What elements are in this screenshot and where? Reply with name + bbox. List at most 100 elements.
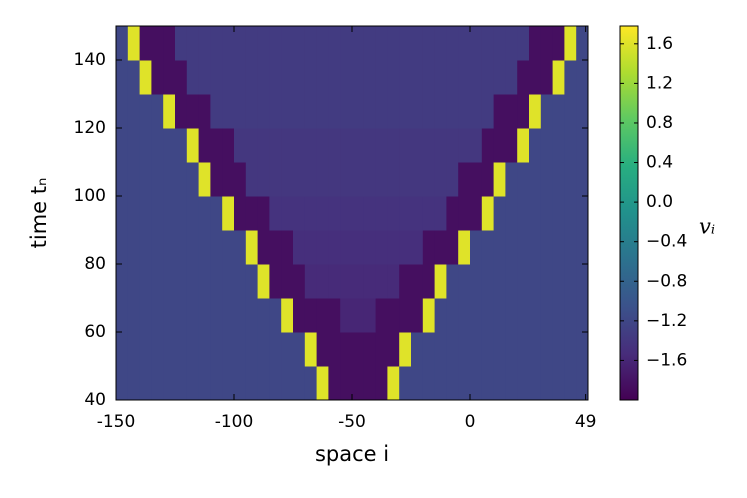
heatmap-cell bbox=[564, 230, 577, 265]
heatmap-cell bbox=[552, 298, 565, 333]
heatmap-cell bbox=[363, 60, 377, 95]
heatmap-cell bbox=[175, 332, 188, 367]
heatmap-cell bbox=[316, 26, 329, 61]
heatmap-cell bbox=[517, 298, 530, 333]
heatmap-cell bbox=[363, 298, 377, 333]
heatmap-cell bbox=[304, 94, 318, 129]
heatmap-cell bbox=[139, 94, 152, 129]
heatmap-cell bbox=[210, 298, 223, 333]
heatmap-cell bbox=[411, 196, 424, 231]
heatmap-cell bbox=[564, 162, 577, 197]
heatmap-cell bbox=[399, 26, 412, 61]
heatmap-cell bbox=[387, 366, 400, 401]
heatmap-cell bbox=[116, 366, 129, 401]
heatmap-cell bbox=[352, 26, 365, 61]
heatmap-cell bbox=[245, 128, 259, 163]
heatmap-cell bbox=[576, 332, 589, 367]
heatmap-cell bbox=[446, 230, 459, 265]
heatmap-cell bbox=[481, 366, 495, 401]
heatmap-cell bbox=[458, 230, 471, 265]
heatmap-cell bbox=[186, 298, 200, 333]
heatmap-cell bbox=[293, 366, 306, 401]
heatmap-cell bbox=[210, 26, 223, 61]
y-tick-label: 40 bbox=[84, 390, 106, 410]
heatmap-cell bbox=[470, 366, 483, 401]
heatmap-cell bbox=[163, 196, 176, 231]
heatmap-cell bbox=[540, 230, 554, 265]
heatmap-cell bbox=[422, 366, 436, 401]
heatmap-cell bbox=[316, 230, 329, 265]
heatmap-cell bbox=[422, 128, 436, 163]
heatmap-cell bbox=[293, 332, 306, 367]
heatmap-cell bbox=[422, 298, 436, 333]
heatmap-cell bbox=[257, 264, 270, 299]
heatmap-cell bbox=[210, 230, 223, 265]
heatmap-cell bbox=[529, 60, 542, 95]
heatmap-cell bbox=[293, 94, 306, 129]
heatmap-cell bbox=[493, 230, 506, 265]
heatmap-cell bbox=[517, 196, 530, 231]
heatmap-cell bbox=[293, 298, 306, 333]
heatmap-cell bbox=[493, 26, 506, 61]
heatmap bbox=[116, 26, 589, 401]
heatmap-cell bbox=[446, 162, 459, 197]
heatmap-cell bbox=[540, 366, 554, 401]
heatmap-cell bbox=[387, 332, 400, 367]
heatmap-cell bbox=[387, 94, 400, 129]
heatmap-cell bbox=[139, 264, 152, 299]
x-axis-label: space i bbox=[315, 442, 389, 466]
heatmap-cell bbox=[529, 26, 542, 61]
heatmap-cell bbox=[210, 162, 223, 197]
heatmap-cell bbox=[576, 60, 589, 95]
heatmap-cell bbox=[127, 196, 141, 231]
heatmap-cell bbox=[481, 196, 495, 231]
heatmap-cell bbox=[210, 128, 223, 163]
heatmap-cell bbox=[257, 366, 270, 401]
heatmap-cell bbox=[481, 94, 495, 129]
heatmap-cell bbox=[139, 162, 152, 197]
heatmap-cell bbox=[293, 196, 306, 231]
y-tick-label: 80 bbox=[84, 254, 106, 274]
heatmap-cell bbox=[434, 26, 447, 61]
y-tick-label: 60 bbox=[84, 322, 106, 342]
heatmap-cell bbox=[340, 26, 353, 61]
heatmap-cell bbox=[116, 162, 129, 197]
heatmap-cell bbox=[281, 264, 294, 299]
heatmap-cell bbox=[186, 196, 200, 231]
heatmap-cell bbox=[127, 332, 141, 367]
heatmap-cell bbox=[576, 128, 589, 163]
heatmap-cell bbox=[127, 60, 141, 95]
heatmap-cell bbox=[552, 366, 565, 401]
heatmap-cell bbox=[363, 264, 377, 299]
heatmap-cell bbox=[116, 298, 129, 333]
heatmap-cell bbox=[127, 264, 141, 299]
heatmap-cell bbox=[269, 264, 282, 299]
heatmap-cell bbox=[328, 264, 341, 299]
heatmap-cell bbox=[422, 162, 436, 197]
heatmap-cell bbox=[186, 94, 200, 129]
heatmap-cell bbox=[434, 332, 447, 367]
heatmap-cell bbox=[163, 230, 176, 265]
heatmap-cell bbox=[422, 60, 436, 95]
heatmap-cell bbox=[175, 162, 188, 197]
heatmap-cell bbox=[446, 196, 459, 231]
heatmap-cell bbox=[269, 298, 282, 333]
heatmap-cell bbox=[552, 26, 565, 61]
heatmap-cell bbox=[127, 298, 141, 333]
x-tick-label: 0 bbox=[465, 412, 476, 432]
heatmap-cell bbox=[328, 366, 341, 401]
heatmap-cell bbox=[127, 26, 141, 61]
heatmap-cell bbox=[576, 94, 589, 129]
heatmap-cell bbox=[151, 128, 164, 163]
heatmap-cell bbox=[434, 196, 447, 231]
heatmap-cell bbox=[458, 162, 471, 197]
heatmap-cell bbox=[186, 60, 200, 95]
heatmap-cell bbox=[540, 60, 554, 95]
heatmap-cell bbox=[352, 332, 365, 367]
heatmap-cell bbox=[245, 196, 259, 231]
heatmap-cell bbox=[340, 264, 353, 299]
heatmap-cell bbox=[269, 60, 282, 95]
heatmap-cell bbox=[564, 26, 577, 61]
heatmap-cell bbox=[234, 60, 247, 95]
